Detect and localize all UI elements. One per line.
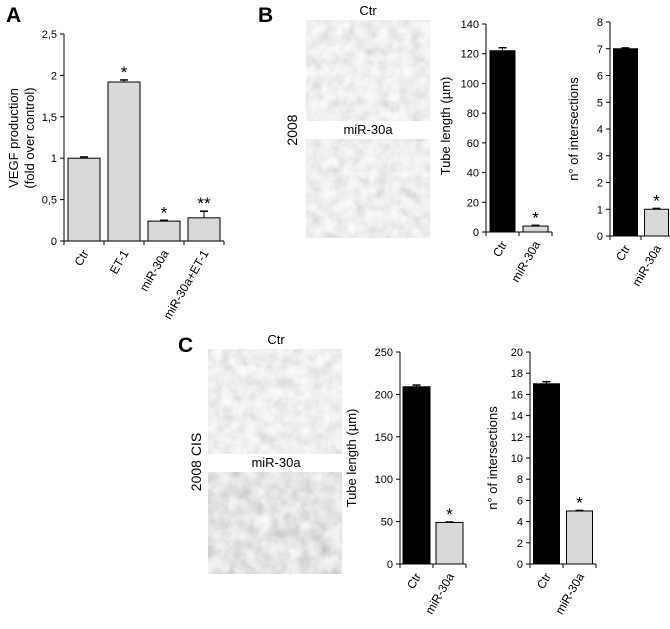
chart-b1-y-tick-label: 60 [467,138,479,150]
chart-a-bar [147,220,181,242]
chart-c2-bar [533,383,560,565]
chart-c2-y-tick-label: 2 [517,538,523,550]
chart-c2-y-tick-label: 12 [511,432,523,444]
chart-c2-significance-marker: * [576,493,583,512]
micrograph-c-mir30a-image [208,472,342,574]
chart-c2-category-label: Ctr [534,571,554,592]
micrograph-b-ctr-image [306,20,430,121]
chart-c2-y-tick-label: 16 [511,389,523,401]
chart-c2-category-label: miR-30a [552,570,587,617]
chart-c2-y-tick-label: 0 [517,559,523,571]
chart-c1-y-axis-title: Tube length (µm) [344,409,359,508]
micrograph-c-top-label: Ctr [267,332,285,347]
chart-b2-y-tick-label: 4 [597,124,603,136]
micrograph-c-side-label: 2008 CIS [188,433,204,491]
chart-a-category-label: miR-30a [137,247,172,294]
chart-b1-category-label: Ctr [490,239,510,260]
chart-c1-significance-marker: * [446,505,453,524]
panel-letter-a: A [6,4,21,27]
chart-b1-y-tick-label: 140 [461,19,479,31]
chart-a-bar [187,217,221,242]
chart-c1-bar [435,521,464,565]
chart-a-y-axis-title: (fold over control) [22,87,37,188]
chart-a-y-tick-label: 1 [51,153,57,165]
chart-b2-y-tick-label: 6 [597,71,603,83]
chart-b2-category-label: Ctr [613,243,633,264]
chart-c2-bar [566,510,593,565]
chart-c2-y-tick-label: 20 [511,347,523,359]
chart-b2-bar [613,48,638,237]
chart-c2-y-tick-label: 6 [517,495,523,507]
chart-c2-y-tick-label: 10 [511,453,523,465]
chart-b2-y-tick-label: 1 [597,204,603,216]
chart-c1-category-label: miR-30a [422,570,457,617]
chart-b1-category-label: miR-30a [508,238,543,285]
chart-a-category-label: ET-1 [107,247,132,276]
panel-b-micrographs: Ctr miR-30a 2008 [284,3,430,238]
chart-c2-y-tick-label: 4 [517,517,523,529]
chart-b2-y-tick-label: 3 [597,151,603,163]
chart-b1-y-tick-label: 20 [467,197,479,209]
panel-letter-c: C [178,334,193,357]
panel-c-micrographs: Ctr miR-30a 2008 CIS [188,332,342,574]
chart-a-y-axis-title: VEGF production [6,88,21,188]
charts-layer: 00,511,522,5Ctr*ET-1*miR-30a**miR-30a+ET… [6,17,670,617]
chart-a-y-tick-label: 2 [51,70,57,82]
micrograph-b-side-label: 2008 [284,114,300,145]
chart-a-y-tick-label: 0,5 [42,195,57,207]
chart-b1-y-tick-label: 0 [473,227,479,239]
chart-a-y-tick-label: 2,5 [42,29,57,41]
chart-c2-y-tick-label: 8 [517,474,523,486]
chart-b1-significance-marker: * [532,208,539,227]
chart-b2-y-axis-title: n° of intersections [566,77,581,181]
micrograph-b-mir30a-image [306,139,430,238]
chart-b2-y-tick-label: 8 [597,17,603,29]
chart-a-significance-marker: * [121,63,128,82]
chart-c1-y-tick-label: 200 [375,389,393,401]
chart-b1-y-tick-label: 100 [461,78,479,90]
micrograph-c-ctr-image [208,349,342,454]
micrograph-b-bottom-label: miR-30a [343,122,393,137]
chart-c1-y-tick-label: 50 [381,517,393,529]
panel-letter-b: B [258,4,273,27]
chart-c1-y-tick-label: 150 [375,432,393,444]
chart-b1-y-axis-title: Tube length (µm) [438,77,453,176]
chart-a-bar [67,157,101,242]
chart-b2-bar [644,208,669,237]
chart-b1-y-tick-label: 40 [467,168,479,180]
chart-a-y-tick-label: 0 [51,236,57,248]
chart-c2-y-tick-label: 14 [511,411,523,423]
chart-c1-y-tick-label: 0 [387,559,393,571]
micrograph-b-top-label: Ctr [359,3,377,18]
chart-b1-bar [489,50,516,233]
chart-b2-category-label: miR-30a [629,242,664,289]
chart-a-significance-marker: * [161,203,168,222]
micrograph-c-bottom-label: miR-30a [251,455,301,470]
chart-b2-y-tick-label: 5 [597,97,603,109]
chart-b1-y-tick-label: 120 [461,49,479,61]
chart-c2-y-axis-title: n° of intersections [485,406,500,510]
chart-b2-y-tick-label: 2 [597,178,603,190]
chart-c1-bar [402,386,431,565]
chart-c1-y-tick-label: 100 [375,474,393,486]
chart-b2-y-tick-label: 7 [597,44,603,56]
chart-c1-category-label: Ctr [404,571,424,592]
chart-b2-significance-marker: * [653,191,660,210]
chart-a-significance-marker: ** [197,194,211,213]
chart-a-y-tick-label: 1,5 [42,112,57,124]
chart-c1-y-tick-label: 250 [375,347,393,359]
chart-c2-y-tick-label: 18 [511,368,523,380]
chart-b1-y-tick-label: 80 [467,108,479,120]
chart-a-category-label: Ctr [71,248,91,269]
chart-a-bar [107,81,141,242]
chart-b2-y-tick-label: 0 [597,231,603,243]
